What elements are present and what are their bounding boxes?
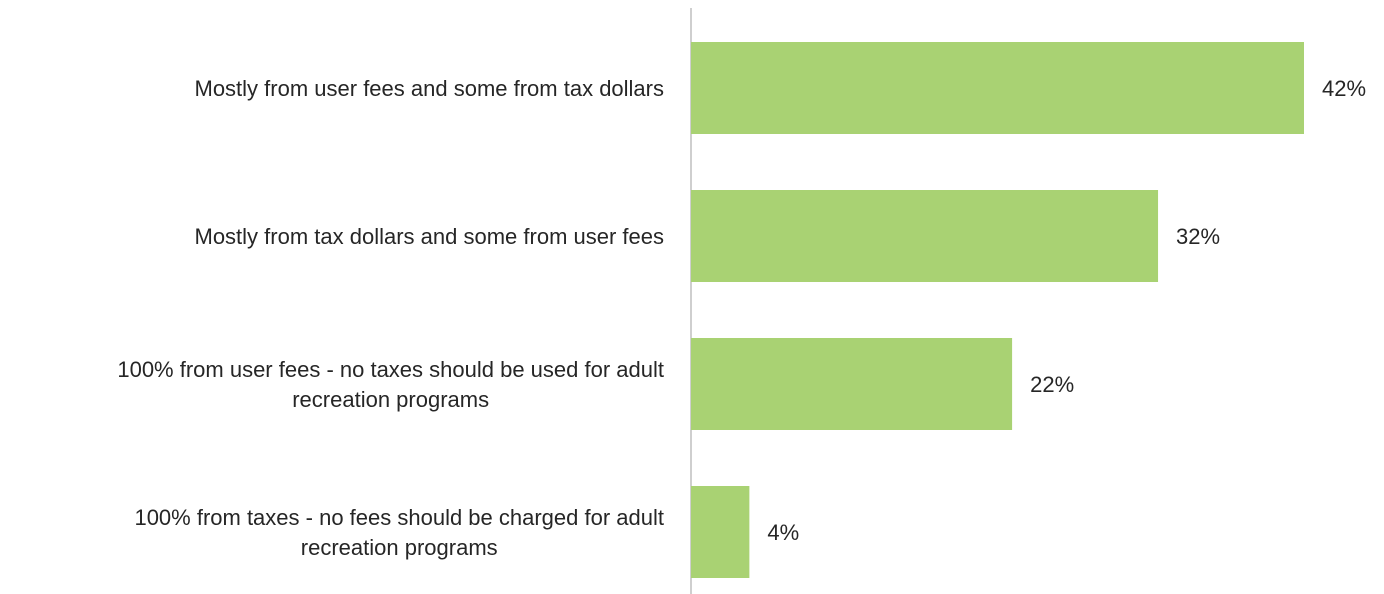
category-label-3-line-1: recreation programs bbox=[301, 535, 498, 560]
category-label-2: 100% from user fees - no taxes should be… bbox=[117, 357, 664, 412]
category-label-1: Mostly from tax dollars and some from us… bbox=[195, 224, 665, 249]
bars-group bbox=[691, 42, 1304, 578]
bar-2 bbox=[691, 338, 1013, 430]
value-label-2: 22% bbox=[1030, 372, 1074, 397]
category-label-0-line-0: Mostly from user fees and some from tax … bbox=[195, 76, 665, 101]
category-label-0: Mostly from user fees and some from tax … bbox=[195, 76, 665, 101]
category-labels-group: Mostly from user fees and some from tax … bbox=[117, 76, 664, 560]
value-label-1: 32% bbox=[1176, 224, 1220, 249]
bar-1 bbox=[691, 190, 1159, 282]
bar-3 bbox=[691, 486, 750, 578]
category-label-3: 100% from taxes - no fees should be char… bbox=[134, 505, 664, 560]
value-label-0: 42% bbox=[1322, 76, 1366, 101]
category-label-2-line-0: 100% from user fees - no taxes should be… bbox=[117, 357, 664, 382]
category-label-1-line-0: Mostly from tax dollars and some from us… bbox=[195, 224, 665, 249]
category-label-2-line-1: recreation programs bbox=[292, 387, 489, 412]
category-label-3-line-0: 100% from taxes - no fees should be char… bbox=[134, 505, 664, 530]
bar-0 bbox=[691, 42, 1304, 134]
value-label-3: 4% bbox=[767, 520, 799, 545]
value-labels-group: 42% 32% 22% 4% bbox=[767, 76, 1366, 545]
